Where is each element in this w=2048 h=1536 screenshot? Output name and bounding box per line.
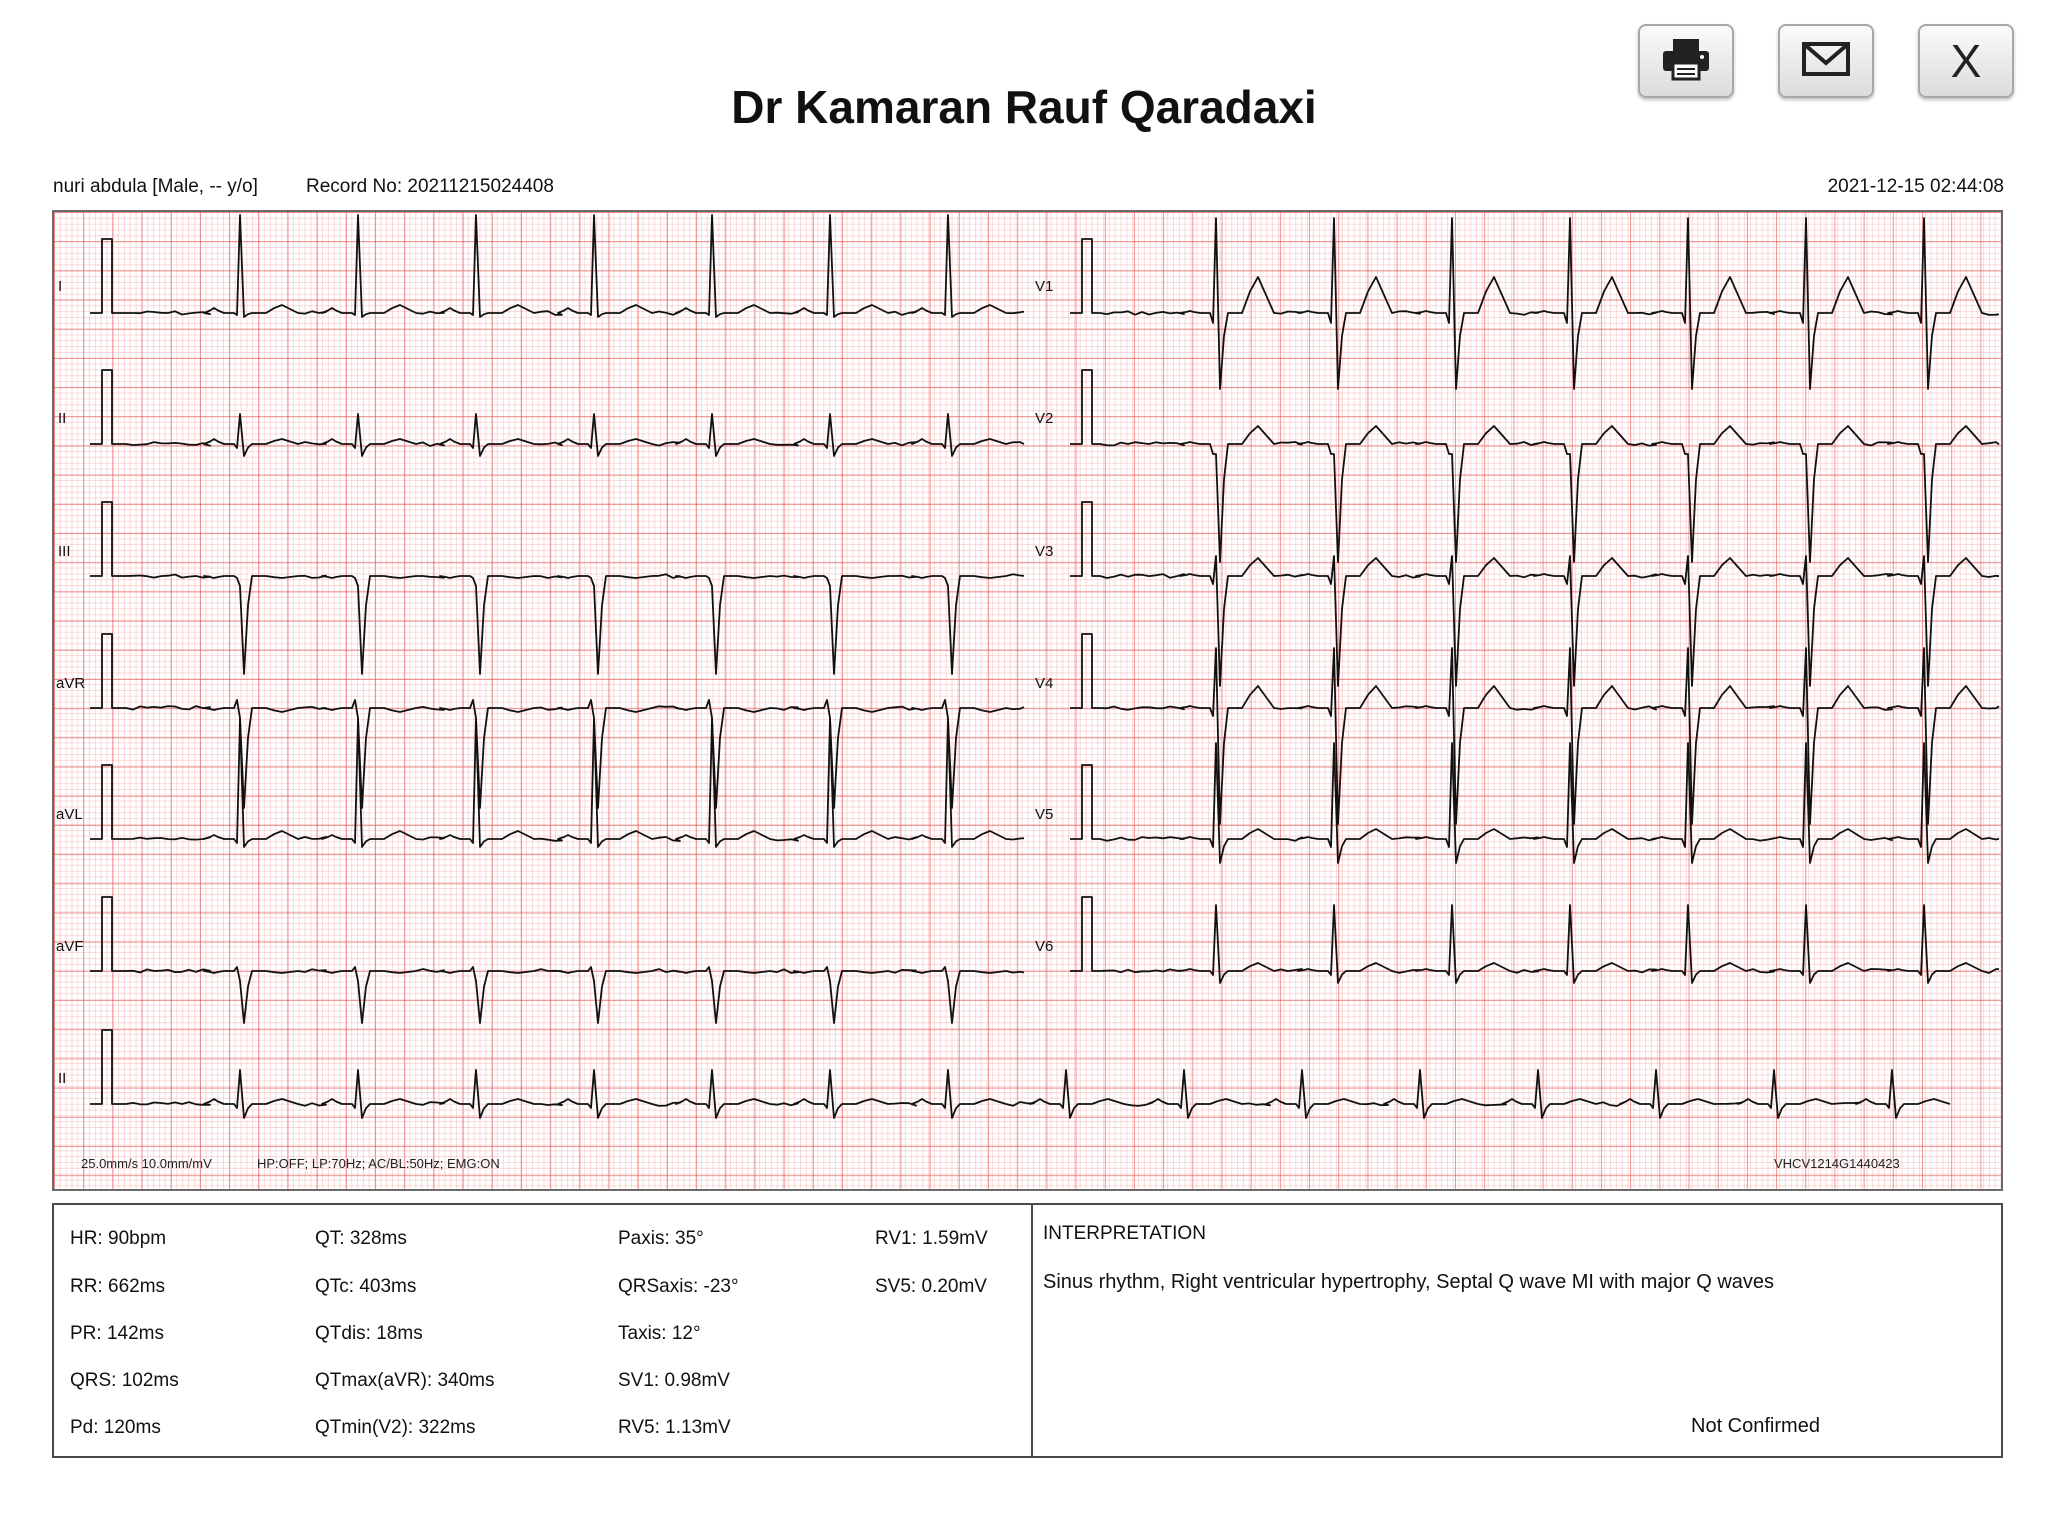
speed-gain-note: 25.0mm/s 10.0mm/mV [81,1156,212,1171]
trace-lead-iii [90,501,1025,675]
record-number: Record No: 20211215024408 [306,176,554,197]
param-rv5: RV5: 1.13mV [618,1417,731,1438]
trace-lead-avf [90,896,1025,1024]
interpretation-text: Sinus rhythm, Right ventricular hypertro… [1043,1271,1775,1293]
param-qtmin: QTmin(V2): 322ms [315,1417,476,1438]
trace-lead-v2 [1070,369,2000,563]
lead-label-i: I [58,278,63,295]
lead-label-v2: V2 [1035,410,1054,427]
param-qtdis: QTdis: 18ms [315,1323,423,1344]
trace-rhythm-ii [90,1029,1951,1119]
filter-settings-note: HP:OFF; LP:70Hz; AC/BL:50Hz; EMG:ON [257,1156,500,1171]
ecg-chart: I II III aVR aVL aVF II V1 V2 V3 V4 V5 V… [52,210,2003,1191]
page-title: Dr Kamaran Rauf Qaradaxi [731,81,1317,133]
email-button[interactable] [1778,24,1874,98]
confirmation-status: Not Confirmed [1691,1415,1820,1437]
device-id: VHCV1214G1440423 [1774,1156,1900,1171]
measurements-panel: HR: 90bpm RR: 662ms PR: 142ms QRS: 102ms… [52,1203,2003,1458]
trace-lead-v5 [1070,742,2000,864]
trace-lead-ii [90,369,1025,457]
param-qtc: QTc: 403ms [315,1276,417,1297]
lead-label-v4: V4 [1035,675,1054,692]
lead-label-iii: III [58,543,71,560]
interpretation-heading: INTERPRETATION [1043,1223,1206,1244]
trace-lead-avr [90,633,1025,809]
param-taxis: Taxis: 12° [618,1323,701,1344]
param-hr: HR: 90bpm [70,1228,167,1249]
lead-label-ii: II [58,410,67,427]
lead-label-v3: V3 [1035,543,1054,560]
param-rr: RR: 662ms [70,1276,166,1297]
trace-lead-v1 [1070,217,2000,390]
lead-label-avf: aVF [56,938,84,955]
lead-label-avl: aVL [56,806,83,823]
lead-label-v1: V1 [1035,278,1054,295]
close-button[interactable]: X [1918,24,2014,98]
param-sv1: SV1: 0.98mV [618,1370,730,1391]
print-button[interactable] [1638,24,1734,98]
param-pd: Pd: 120ms [70,1417,161,1438]
lead-label-v6: V6 [1035,938,1054,955]
param-sv5: SV5: 0.20mV [875,1276,987,1297]
trace-lead-i [90,214,1025,318]
lead-label-rhythm-ii: II [58,1070,67,1087]
param-qrsaxis: QRSaxis: -23° [618,1276,739,1297]
param-paxis: Paxis: 35° [618,1228,704,1249]
panel-divider [1031,1205,1033,1456]
trace-lead-avl [90,718,1025,848]
close-button-label: X [1950,35,1982,87]
param-qtmax: QTmax(aVR): 340ms [315,1370,495,1391]
ecg-traces [90,214,2000,1119]
trace-lead-v4 [1070,633,2000,825]
param-rv1: RV1: 1.59mV [875,1228,988,1249]
envelope-icon [1801,41,1851,82]
lead-label-v5: V5 [1035,806,1054,823]
lead-label-avr: aVR [56,675,86,692]
param-qt: QT: 328ms [315,1228,407,1249]
param-pr: PR: 142ms [70,1323,164,1344]
patient-info: nuri abdula [Male, -- y/o] [53,176,258,197]
trace-lead-v3 [1070,501,2000,687]
param-qrs: QRS: 102ms [70,1370,179,1391]
trace-lead-v6 [1070,896,1999,984]
record-datetime: 2021-12-15 02:44:08 [1827,176,2004,197]
printer-icon [1661,37,1711,86]
